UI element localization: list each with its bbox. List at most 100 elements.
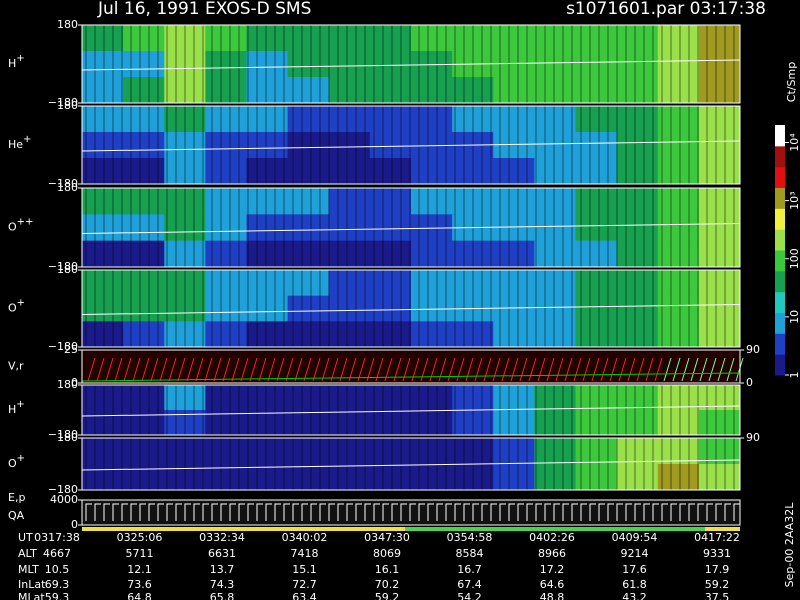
heat-cell: [493, 158, 535, 185]
heat-cell: [452, 385, 494, 411]
heat-cell: [164, 270, 206, 297]
heat-cell: [123, 51, 165, 78]
cell: 0332:34: [199, 531, 245, 544]
heat-cell: [246, 240, 289, 268]
vr-trace: [258, 357, 267, 382]
heat-cell: [657, 295, 700, 322]
heat-cell: [575, 410, 618, 436]
heat-cell: [452, 321, 494, 348]
qa-trace: [598, 503, 605, 521]
heat-cell: [411, 240, 453, 268]
heat-cell: [164, 132, 206, 159]
vr-trace: [663, 357, 672, 382]
heat-cell: [164, 321, 206, 348]
heat-cell: [534, 77, 576, 104]
panel-label-text: O: [8, 457, 17, 470]
heat-cell: [287, 240, 330, 268]
heat-cell: [493, 240, 535, 268]
vr-trace: [123, 357, 132, 382]
heat-cell: [493, 438, 535, 465]
qa-trace: [670, 503, 677, 521]
heat-cell: [411, 188, 453, 215]
panel-label: V,r: [8, 360, 24, 373]
heat-cell: [369, 158, 412, 185]
heat-cell: [123, 240, 165, 268]
panel-label-sup: +: [16, 399, 24, 410]
qa-trace: [193, 503, 200, 521]
heat-cell: [246, 385, 289, 411]
heat-cell: [616, 158, 659, 185]
qa-trace: [724, 503, 731, 521]
heat-cell: [328, 385, 371, 411]
heat-cell: [698, 321, 741, 348]
vr-trace: [681, 357, 690, 382]
heat-cell: [369, 25, 412, 52]
heat-cell: [616, 464, 659, 491]
y-tick-label: −180: [48, 483, 78, 496]
colorbar-swatch: [775, 125, 785, 147]
heat-cell: [698, 77, 741, 104]
heat-cell: [369, 385, 412, 411]
qa-trace: [436, 503, 443, 521]
vr-trace: [240, 357, 249, 382]
vr-trace: [105, 357, 114, 382]
heat-cell: [657, 321, 700, 348]
heat-cell: [328, 214, 371, 242]
heat-cell: [534, 106, 576, 133]
heat-cell: [123, 438, 165, 465]
heat-cell: [493, 132, 535, 159]
heat-cell: [82, 106, 124, 133]
qa-trace: [661, 503, 668, 521]
heat-cell: [246, 132, 289, 159]
heat-cell: [411, 385, 453, 411]
heat-cell: [698, 158, 741, 185]
heat-cell: [328, 295, 371, 322]
panel-label: O+: [8, 298, 25, 315]
heat-cell: [493, 214, 535, 242]
panel-label-sup: +: [16, 53, 24, 64]
vr-trace: [312, 357, 321, 382]
heat-cell: [452, 158, 494, 185]
y-tick-label: 180: [57, 263, 78, 276]
vr-trace: [231, 357, 240, 382]
vr-trace: [654, 357, 663, 382]
heat-cell: [534, 321, 576, 348]
heat-cell: [123, 270, 165, 297]
heat-cell: [657, 270, 700, 297]
heat-cell: [164, 385, 206, 411]
heat-cell: [82, 295, 124, 322]
heat-cell: [82, 77, 124, 104]
qa-trace: [175, 503, 182, 521]
heat-cell: [123, 77, 165, 104]
heat-cell: [452, 270, 494, 297]
vr-trace: [276, 357, 285, 382]
heat-cell: [493, 188, 535, 215]
heat-cell: [411, 464, 453, 491]
row-label: InLat: [18, 578, 46, 591]
panel-label-text: V,r: [8, 360, 24, 373]
vr-trace: [321, 357, 330, 382]
heat-cell: [369, 240, 412, 268]
colorbar-tick-label: 1: [788, 372, 800, 379]
heat-cell: [575, 295, 618, 322]
colorbar-swatch: [775, 187, 785, 209]
qa-trace: [112, 503, 119, 521]
heat-cell: [205, 51, 247, 78]
vr-trace: [465, 357, 474, 382]
cell: 37.5: [705, 591, 730, 600]
heat-cell: [534, 438, 576, 465]
heat-cell: [575, 270, 618, 297]
heat-cell: [82, 158, 124, 185]
heat-cell: [123, 158, 165, 185]
heat-cell: [123, 385, 165, 411]
vr-trace: [717, 357, 726, 382]
heat-cell: [698, 214, 741, 242]
heat-cell: [616, 321, 659, 348]
cell: 16.7: [457, 563, 482, 576]
vr-trace: [213, 357, 222, 382]
heat-cell: [287, 410, 330, 436]
heat-cell: [575, 240, 618, 268]
cell: 0417:22: [694, 531, 740, 544]
heat-cell: [205, 214, 247, 242]
